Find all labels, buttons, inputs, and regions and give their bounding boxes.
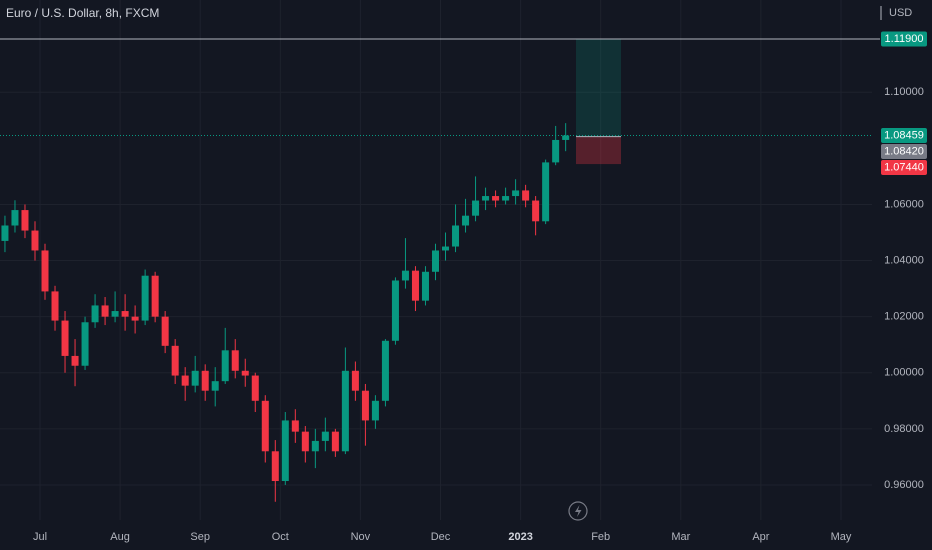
candle-body	[191, 370, 199, 386]
candle-body	[301, 431, 309, 452]
candle-body	[51, 291, 59, 321]
candle-body	[151, 275, 159, 317]
replay-icon[interactable]	[568, 501, 588, 521]
price-label-box	[881, 159, 927, 175]
candle-body	[141, 275, 149, 321]
candle-body	[532, 200, 540, 222]
x-tick-label: Feb	[591, 531, 610, 543]
candle-body	[241, 370, 249, 376]
candle-body	[522, 190, 530, 201]
candle-body	[91, 305, 99, 323]
price-label: 1.08459	[884, 129, 924, 141]
candle-body	[251, 375, 259, 401]
x-tick-label: Nov	[351, 531, 371, 543]
candle-body	[502, 196, 510, 201]
candle-body	[321, 431, 329, 441]
candle-body	[421, 271, 429, 301]
y-tick-label: 1.04000	[884, 254, 924, 266]
candle-body	[11, 210, 19, 226]
axes: 0.96000 0.98000 1.00000 1.02000 1.04000 1.060…	[33, 86, 924, 543]
candle-body	[281, 420, 289, 482]
candle-body	[442, 246, 450, 251]
candle-body	[231, 350, 239, 371]
position-loss-zone	[576, 136, 621, 165]
y-tick-label: 0.96000	[884, 479, 924, 491]
candle-body	[41, 250, 49, 292]
candle-body	[291, 420, 299, 432]
candle-body	[492, 196, 500, 201]
candle-body	[562, 135, 570, 140]
candle-body	[161, 316, 169, 346]
x-tick-label: Apr	[752, 531, 769, 543]
x-tick-label: Dec	[431, 531, 451, 543]
candle-body	[101, 305, 109, 317]
x-tick-label: May	[831, 531, 852, 543]
currency-label[interactable]: USD	[889, 7, 912, 19]
x-tick-label: Oct	[272, 531, 289, 543]
candle-body	[71, 355, 79, 366]
y-tick-label: 1.00000	[884, 367, 924, 379]
price-label: 1.11900	[885, 33, 924, 45]
candle-body	[431, 250, 439, 272]
x-tick-label: Sep	[190, 531, 210, 543]
candle-body	[21, 210, 29, 231]
candle-body	[1, 225, 9, 241]
candle-body	[111, 311, 119, 317]
candle-body	[211, 381, 219, 391]
price-label-box	[881, 31, 927, 47]
plot-area	[0, 38, 872, 502]
x-tick-label: 2023	[508, 531, 532, 543]
x-tick-label: Aug	[110, 531, 130, 543]
x-tick-label: Jul	[33, 531, 47, 543]
x-tick-label: Mar	[671, 531, 690, 543]
price-label-box	[881, 127, 927, 143]
candle-body	[401, 270, 409, 281]
candle-body	[482, 196, 490, 201]
candle-body	[271, 451, 279, 482]
candle-body	[371, 400, 379, 421]
chart-title: Euro / U.S. Dollar, 8h, FXCM	[6, 6, 159, 20]
candle-body	[542, 162, 550, 222]
candle-body	[472, 200, 480, 216]
candle-body	[181, 375, 189, 386]
y-tick-label: 1.06000	[884, 198, 924, 210]
candle-body	[61, 320, 69, 356]
candle-body	[452, 225, 460, 247]
candle-body	[411, 270, 419, 301]
candle-body	[391, 280, 399, 341]
candle-body	[462, 215, 470, 226]
candle-body	[261, 400, 269, 452]
y-tick-label: 1.10000	[884, 86, 924, 98]
y-tick-label: 1.02000	[884, 311, 924, 323]
candle-body	[361, 390, 369, 421]
candle-body	[311, 440, 319, 452]
candle-body	[201, 370, 209, 391]
candle-body	[351, 370, 359, 391]
price-label-box	[881, 143, 927, 159]
y-tick-label: 0.98000	[884, 423, 924, 435]
candle-body	[121, 311, 129, 317]
candle-body	[512, 190, 520, 197]
candle-body	[131, 316, 139, 321]
candle-body	[221, 350, 229, 382]
candle-body	[171, 345, 179, 376]
position-profit-zone	[576, 38, 621, 137]
price-label: 1.08420	[884, 145, 924, 157]
candle-body	[552, 139, 560, 163]
price-label: 1.07440	[884, 161, 924, 173]
candle-body	[381, 340, 389, 401]
candle-body	[81, 322, 89, 366]
candle-body	[331, 431, 339, 452]
candle-body	[341, 370, 349, 452]
candle-body	[31, 230, 39, 251]
